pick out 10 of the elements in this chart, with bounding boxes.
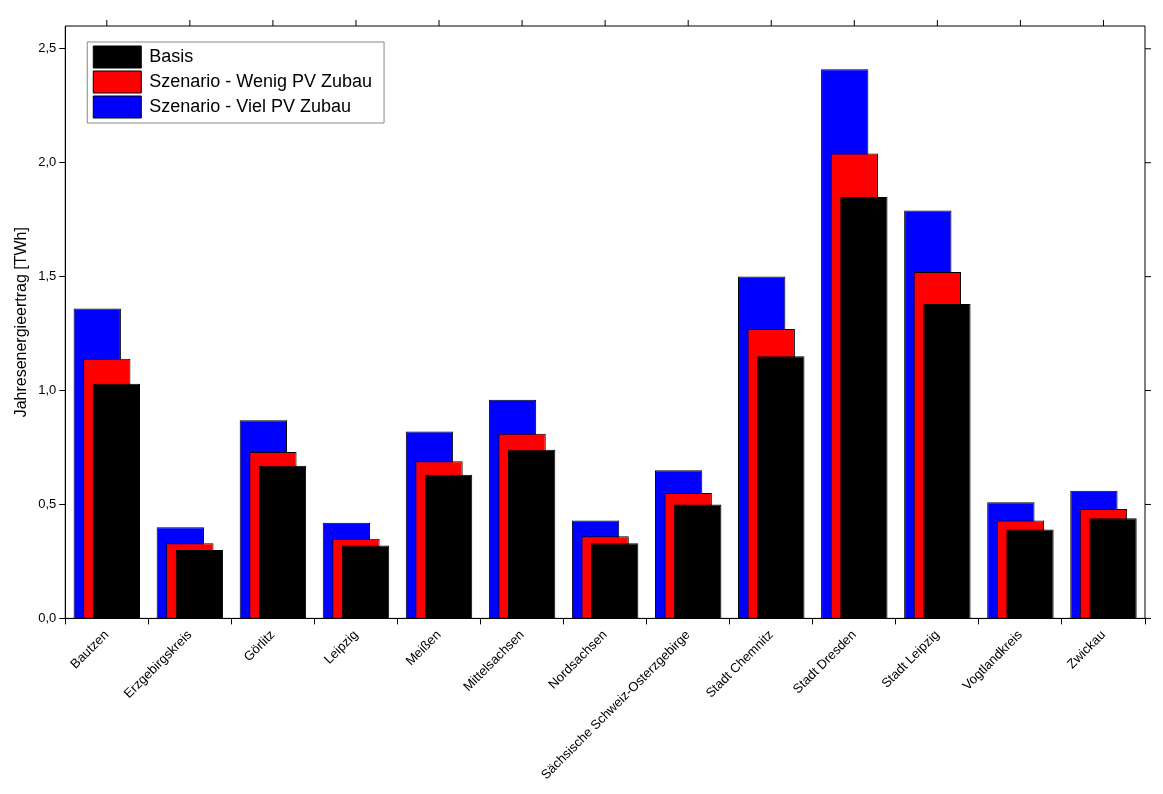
y-axis-title: Jahresenergieertrag [TWh] bbox=[12, 227, 30, 418]
legend-label: Szenario - Viel PV Zubau bbox=[149, 96, 352, 117]
y-tick-label: 0,0 bbox=[38, 609, 57, 625]
y-tick-label: 1,0 bbox=[38, 382, 57, 398]
y-tick-label: 1,5 bbox=[38, 268, 57, 284]
legend-label: Basis bbox=[149, 46, 194, 67]
y-tick-label: 2,0 bbox=[38, 154, 57, 170]
y-tick-label: 0,5 bbox=[38, 496, 57, 512]
y-tick-label: 2,5 bbox=[38, 40, 57, 56]
legend-label: Szenario - Wenig PV Zubau bbox=[149, 71, 373, 92]
